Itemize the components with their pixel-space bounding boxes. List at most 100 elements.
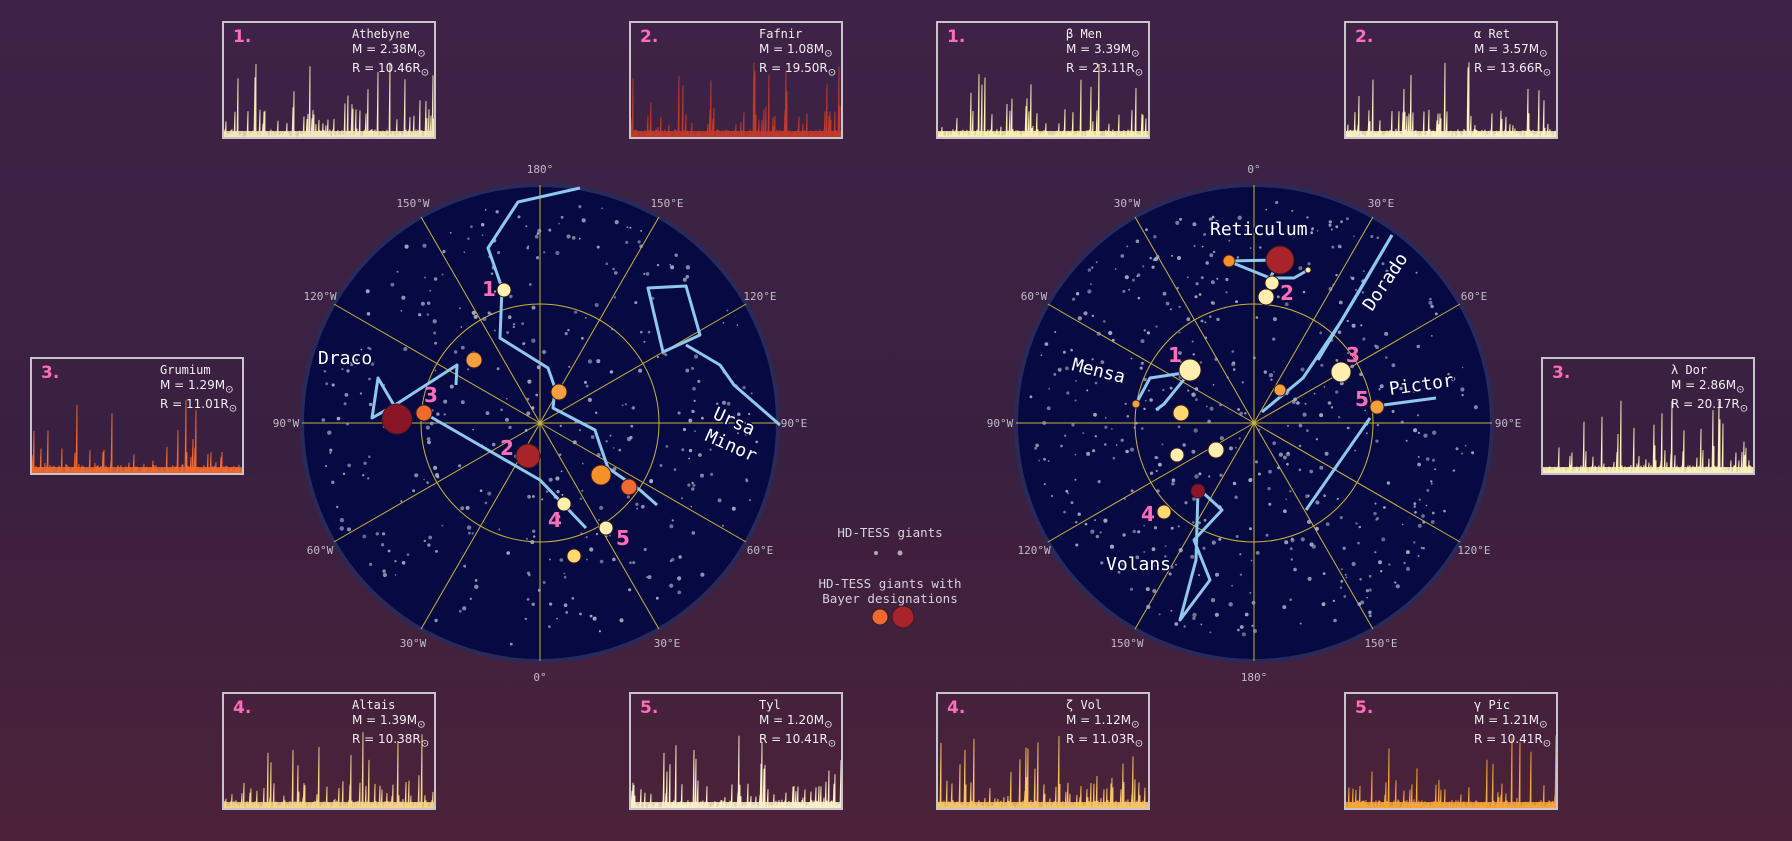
field-star-dot (568, 365, 571, 368)
field-star-dot (1177, 525, 1180, 528)
field-star-dot (1128, 288, 1130, 291)
field-star-dot (1237, 628, 1240, 632)
field-star-dot (406, 553, 410, 556)
meridian-label: 180° (1241, 671, 1268, 684)
field-star-dot (1359, 578, 1362, 581)
field-star-dot (1435, 379, 1438, 382)
field-star-dot (549, 558, 551, 561)
field-star-dot (1149, 256, 1152, 260)
field-star-dot (524, 429, 528, 432)
field-star-dot (669, 583, 674, 588)
pictor-line-2 (1304, 417, 1372, 511)
field-star-dot (1209, 315, 1212, 318)
field-star-dot (1361, 291, 1365, 294)
field-star-dot (1152, 588, 1157, 594)
field-star-dot (1276, 295, 1280, 299)
field-star-dot (601, 207, 603, 210)
field-star-dot (474, 579, 478, 582)
field-star-dot (1235, 535, 1239, 538)
field-star-dot (1354, 449, 1357, 452)
field-star-dot (1415, 271, 1418, 274)
field-star-dot (656, 263, 660, 267)
field-star-dot (1075, 521, 1078, 524)
field-star-dot (1385, 356, 1388, 359)
meridian-label: 150°W (396, 197, 429, 210)
field-star-dot (1198, 293, 1202, 296)
field-star-dot (507, 315, 512, 320)
field-star-dot (418, 313, 422, 317)
field-star-dot (1140, 427, 1144, 430)
field-star-dot (471, 532, 474, 535)
field-star-dot (545, 490, 549, 493)
field-star-dot (467, 237, 470, 240)
field-star-dot (1143, 524, 1145, 527)
field-star-dot (531, 338, 536, 343)
field-star-dot (367, 477, 370, 480)
field-star-dot (428, 535, 433, 540)
field-star-dot (1203, 233, 1207, 236)
field-star-dot (1401, 523, 1404, 526)
meridian-label: 60°W (307, 544, 334, 557)
south-star (1222, 254, 1236, 268)
spectrum-panel-fafnir: 2. Fafnir M = 1.08M⊙ R = 19.50R⊙ (629, 21, 843, 139)
north-star-number-2: 2 (500, 436, 514, 460)
field-star-dot (613, 296, 617, 299)
field-star-dot (618, 448, 622, 452)
field-star-dot (1097, 480, 1101, 484)
field-star-dot (1399, 386, 1403, 391)
ursa-minor-bowl-line (646, 284, 702, 354)
field-star-dot (610, 328, 614, 331)
field-star-dot (1178, 351, 1182, 355)
field-star-dot (435, 550, 438, 553)
field-star-dot (1149, 398, 1153, 402)
field-star-dot (592, 616, 597, 621)
star-parameters: λ Dor M = 2.86M⊙ R = 20.17R⊙ (1671, 363, 1748, 417)
field-star-dot (1350, 364, 1354, 369)
meridian-label: 0° (533, 671, 546, 684)
field-star-dot (426, 313, 430, 316)
north-sky-chart: Draco Ursa Minor 1 2 3 4 5 180°150°E120°… (273, 163, 808, 684)
field-star-dot (527, 494, 531, 499)
field-star-dot (1286, 462, 1289, 466)
field-star-dot (422, 243, 427, 248)
field-star-dot (1145, 399, 1147, 402)
field-star-dot (677, 411, 681, 415)
field-star-dot (1378, 388, 1381, 391)
field-star-dot (1110, 428, 1113, 430)
field-star-dot (1046, 406, 1051, 411)
spectrum-plot (938, 735, 1148, 808)
field-star-dot (723, 412, 726, 415)
field-star-dot (640, 229, 643, 232)
south-bayer-stars (1131, 245, 1385, 520)
field-star-dot (1384, 331, 1389, 336)
field-star-dot (748, 412, 751, 416)
field-star-dot (1309, 469, 1314, 474)
field-star-dot (596, 245, 600, 249)
field-star-dot (449, 384, 454, 389)
field-star-dot (691, 487, 695, 491)
field-star-dot (1209, 406, 1214, 411)
spectrum-baseline (224, 802, 434, 808)
field-star-dot (1103, 518, 1108, 523)
field-star-dot (543, 251, 546, 254)
field-star-dot (582, 462, 584, 465)
field-star-dot (1038, 459, 1041, 462)
field-star-dot (1321, 602, 1326, 607)
field-star-dot (449, 231, 452, 234)
field-star-dot (563, 572, 566, 575)
field-star-dot (1109, 544, 1115, 549)
field-star-dot (1428, 300, 1433, 305)
south-star (1265, 245, 1295, 275)
field-star-dot (1322, 572, 1326, 575)
field-star-dot (1384, 275, 1388, 279)
field-star-dot (1212, 384, 1215, 386)
field-star-dot (1284, 302, 1289, 307)
field-star-dot (1323, 494, 1326, 498)
meridian-label: 90°W (273, 417, 300, 430)
field-star-dot (643, 272, 646, 275)
field-star-dot (1195, 398, 1198, 401)
field-star-dot (1133, 426, 1136, 429)
field-star-dot (1193, 244, 1196, 247)
star-radius: R = 20.17R (1671, 397, 1740, 412)
field-star-dot (549, 602, 553, 606)
